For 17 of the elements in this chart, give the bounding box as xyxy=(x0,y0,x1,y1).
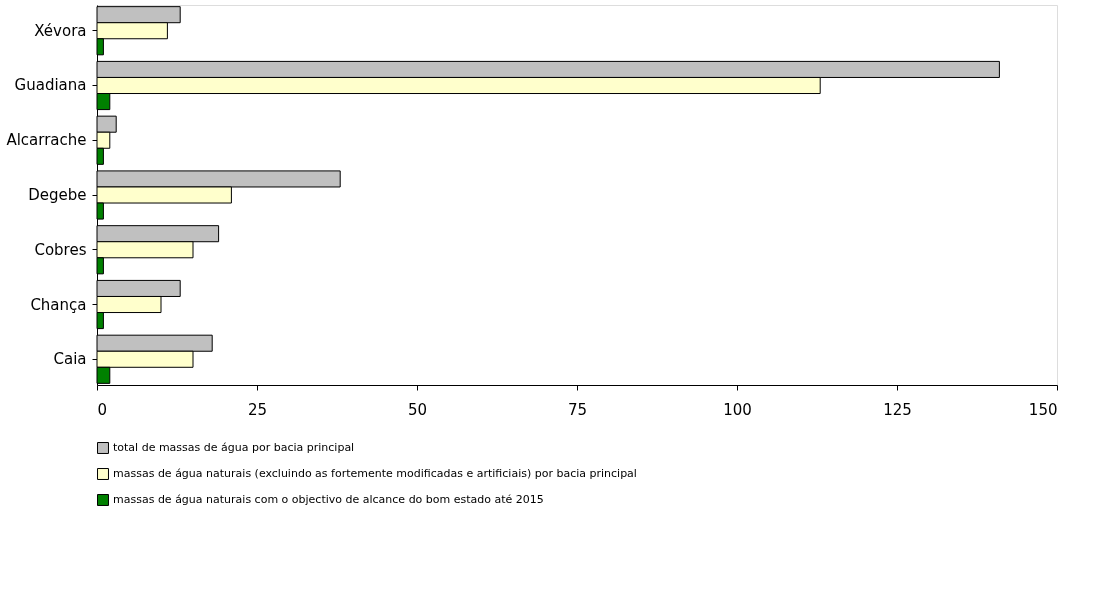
y-tick-label: Cobres xyxy=(34,240,87,259)
y-tick-label: Guadiana xyxy=(14,76,87,95)
y-tick-label: Degebe xyxy=(28,186,87,204)
x-tick-label: 0 xyxy=(97,400,108,419)
legend-label: massas de água naturais (excluindo as fortemente modificadas e artificiais) por bacia principal xyxy=(113,467,637,480)
x-tick-label: 150 xyxy=(1028,400,1058,419)
legend-label: total de massas de água por bacia principal xyxy=(113,441,355,454)
legend-label: massas de água naturais com o objectivo de alcance do bom estado até 2015 xyxy=(113,493,544,506)
y-tick-label: Xévora xyxy=(34,21,87,40)
y-tick-label: Alcarrache xyxy=(6,131,87,150)
y-tick-label: Caia xyxy=(53,350,87,369)
x-tick-label: 50 xyxy=(407,400,428,419)
y-tick-label: Chança xyxy=(30,295,87,314)
x-tick-label: 100 xyxy=(723,400,752,419)
x-tick-label: 125 xyxy=(883,400,912,419)
x-tick-label: 75 xyxy=(567,400,588,419)
x-tick-label: 25 xyxy=(247,400,268,419)
